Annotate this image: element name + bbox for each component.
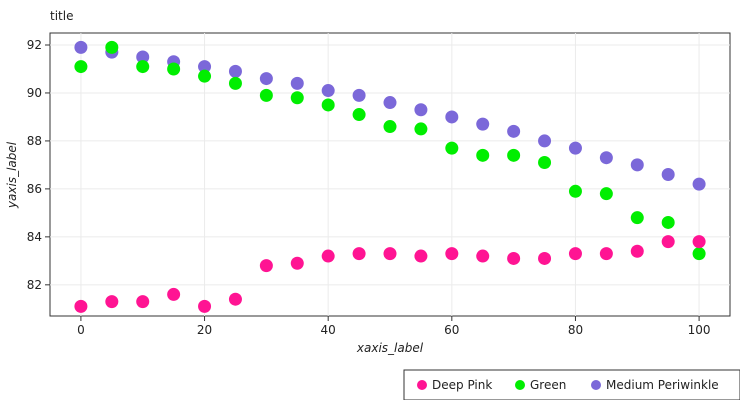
y-tick-label: 82 <box>27 278 42 292</box>
medium-periwinkle-point <box>74 40 88 54</box>
y-tick-label: 90 <box>27 86 42 100</box>
medium-periwinkle-point <box>198 60 212 74</box>
green-point <box>136 60 150 74</box>
y-tick-label: 86 <box>27 182 42 196</box>
x-axis-title: xaxis_label <box>356 341 424 355</box>
deep-pink-point <box>414 249 428 263</box>
legend-label-green: Green <box>530 378 566 392</box>
deep-pink-point <box>198 299 212 313</box>
data-points <box>74 40 706 313</box>
deep-pink-point <box>507 251 521 265</box>
green-point <box>445 141 459 155</box>
legend-label-deep-pink: Deep Pink <box>432 378 492 392</box>
deep-pink-point <box>321 249 335 263</box>
deep-pink-point <box>136 295 150 309</box>
y-axis-ticks: 82 84 86 88 90 92 <box>27 38 50 292</box>
legend: Deep Pink Green Medium Periwinkle <box>403 369 740 400</box>
medium-periwinkle-point <box>228 64 242 78</box>
medium-periwinkle-point <box>599 151 613 165</box>
deep-pink-point <box>167 287 181 301</box>
deep-pink-point <box>74 299 88 313</box>
green-point <box>661 215 675 229</box>
deep-pink-point <box>692 235 706 249</box>
deep-pink-point <box>105 295 119 309</box>
green-point <box>198 69 212 83</box>
y-tick-label: 92 <box>27 38 42 52</box>
green-point <box>105 40 119 54</box>
medium-periwinkle-point <box>568 141 582 155</box>
green-point <box>290 91 304 105</box>
medium-periwinkle-point <box>507 124 521 138</box>
deep-pink-point <box>476 249 490 263</box>
medium-periwinkle-point <box>383 96 397 110</box>
medium-periwinkle-point <box>136 50 150 64</box>
green-point <box>321 98 335 112</box>
medium-periwinkle-point <box>321 84 335 98</box>
green-point <box>74 60 88 74</box>
deep-pink-point <box>290 256 304 270</box>
deep-pink-point <box>538 251 552 265</box>
deep-pink-point <box>599 247 613 261</box>
medium-periwinkle-point <box>414 103 428 117</box>
deep-pink-point <box>661 235 675 249</box>
green-point <box>538 156 552 170</box>
x-tick-label: 80 <box>568 323 583 337</box>
medium-periwinkle-point <box>692 177 706 191</box>
x-tick-label: 100 <box>688 323 711 337</box>
deep-pink-point <box>383 247 397 261</box>
x-tick-label: 40 <box>321 323 336 337</box>
deep-pink-point <box>568 247 582 261</box>
green-point <box>167 62 181 76</box>
green-point <box>414 122 428 136</box>
deep-pink-point <box>352 247 366 261</box>
legend-marker-medium-periwinkle <box>591 380 601 390</box>
green-point <box>259 88 273 102</box>
green-point <box>599 187 613 201</box>
medium-periwinkle-point <box>445 110 459 124</box>
grid-lines <box>50 33 730 316</box>
green-point <box>568 184 582 198</box>
legend-marker-green <box>515 380 525 390</box>
deep-pink-point <box>630 244 644 258</box>
green-point <box>352 108 366 122</box>
deep-pink-point <box>228 292 242 306</box>
medium-periwinkle-point <box>661 168 675 181</box>
green-point <box>630 211 644 225</box>
x-tick-label: 60 <box>444 323 459 337</box>
green-point <box>228 76 242 90</box>
y-tick-label: 84 <box>27 230 42 244</box>
deep-pink-point <box>259 259 273 273</box>
legend-box <box>403 369 740 400</box>
green-point <box>476 148 490 162</box>
deep-pink-point <box>445 247 459 261</box>
y-axis-title: yaxis_label <box>5 141 19 209</box>
medium-periwinkle-point <box>538 134 552 148</box>
medium-periwinkle-point <box>352 88 366 102</box>
green-point <box>383 120 397 134</box>
medium-periwinkle-point <box>290 76 304 90</box>
plot-area <box>49 32 731 317</box>
legend-label-medium-periwinkle: Medium Periwinkle <box>606 378 719 392</box>
x-tick-label: 20 <box>197 323 212 337</box>
legend-marker-deep-pink <box>417 380 427 390</box>
green-point <box>507 148 521 162</box>
y-tick-label: 88 <box>27 134 42 148</box>
medium-periwinkle-point <box>259 72 273 86</box>
x-axis-ticks: 0 20 40 60 80 100 <box>77 316 711 337</box>
medium-periwinkle-point <box>476 117 490 131</box>
x-tick-label: 0 <box>77 323 85 337</box>
medium-periwinkle-point <box>630 158 644 172</box>
green-point <box>692 247 706 261</box>
chart-title: title <box>50 9 73 23</box>
